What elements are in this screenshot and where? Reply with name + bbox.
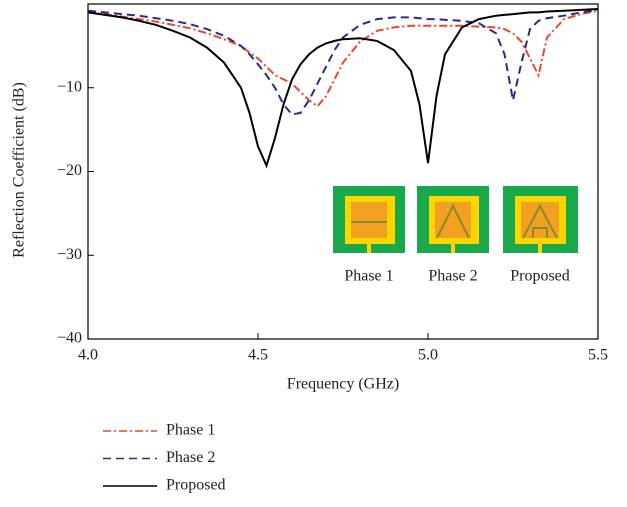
series-line [87, 8, 599, 169]
x-tick-label: 4.0 [78, 347, 98, 364]
inset-label: Phase 2 [428, 268, 477, 285]
series-line [87, 9, 599, 108]
x-tick-label: 5.0 [418, 347, 438, 364]
y-tick-label: −20 [57, 162, 82, 179]
y-tick-label: −40 [57, 330, 82, 347]
feed [367, 244, 371, 253]
inset-label: Phase 1 [344, 268, 393, 285]
series-line [87, 8, 599, 116]
patch-icon [351, 202, 387, 238]
legend-label: Phase 2 [166, 449, 215, 466]
y-axis-label: Reflection Coefficient (dB) [11, 82, 28, 258]
slot [522, 203, 558, 239]
legend-label: Phase 1 [166, 422, 215, 439]
y-tick-label: −30 [57, 246, 82, 263]
plot-frame [87, 3, 599, 340]
feed [538, 244, 542, 253]
x-tick-label: 4.5 [248, 347, 268, 364]
slot [532, 227, 548, 238]
x-axis-label: Frequency (GHz) [287, 376, 399, 393]
plot-area: 4.0 4.5 5.0 5.5 −40 −30 −20 −10 [57, 3, 608, 364]
inset: Phase 1 Phase 2 Proposed [333, 186, 578, 285]
inset-label: Proposed [510, 268, 570, 285]
x-tick-label: 5.5 [588, 347, 608, 364]
slot [436, 203, 470, 239]
legend-label: Proposed [166, 477, 226, 494]
feed [451, 244, 455, 253]
y-tick-label: −10 [57, 78, 82, 95]
